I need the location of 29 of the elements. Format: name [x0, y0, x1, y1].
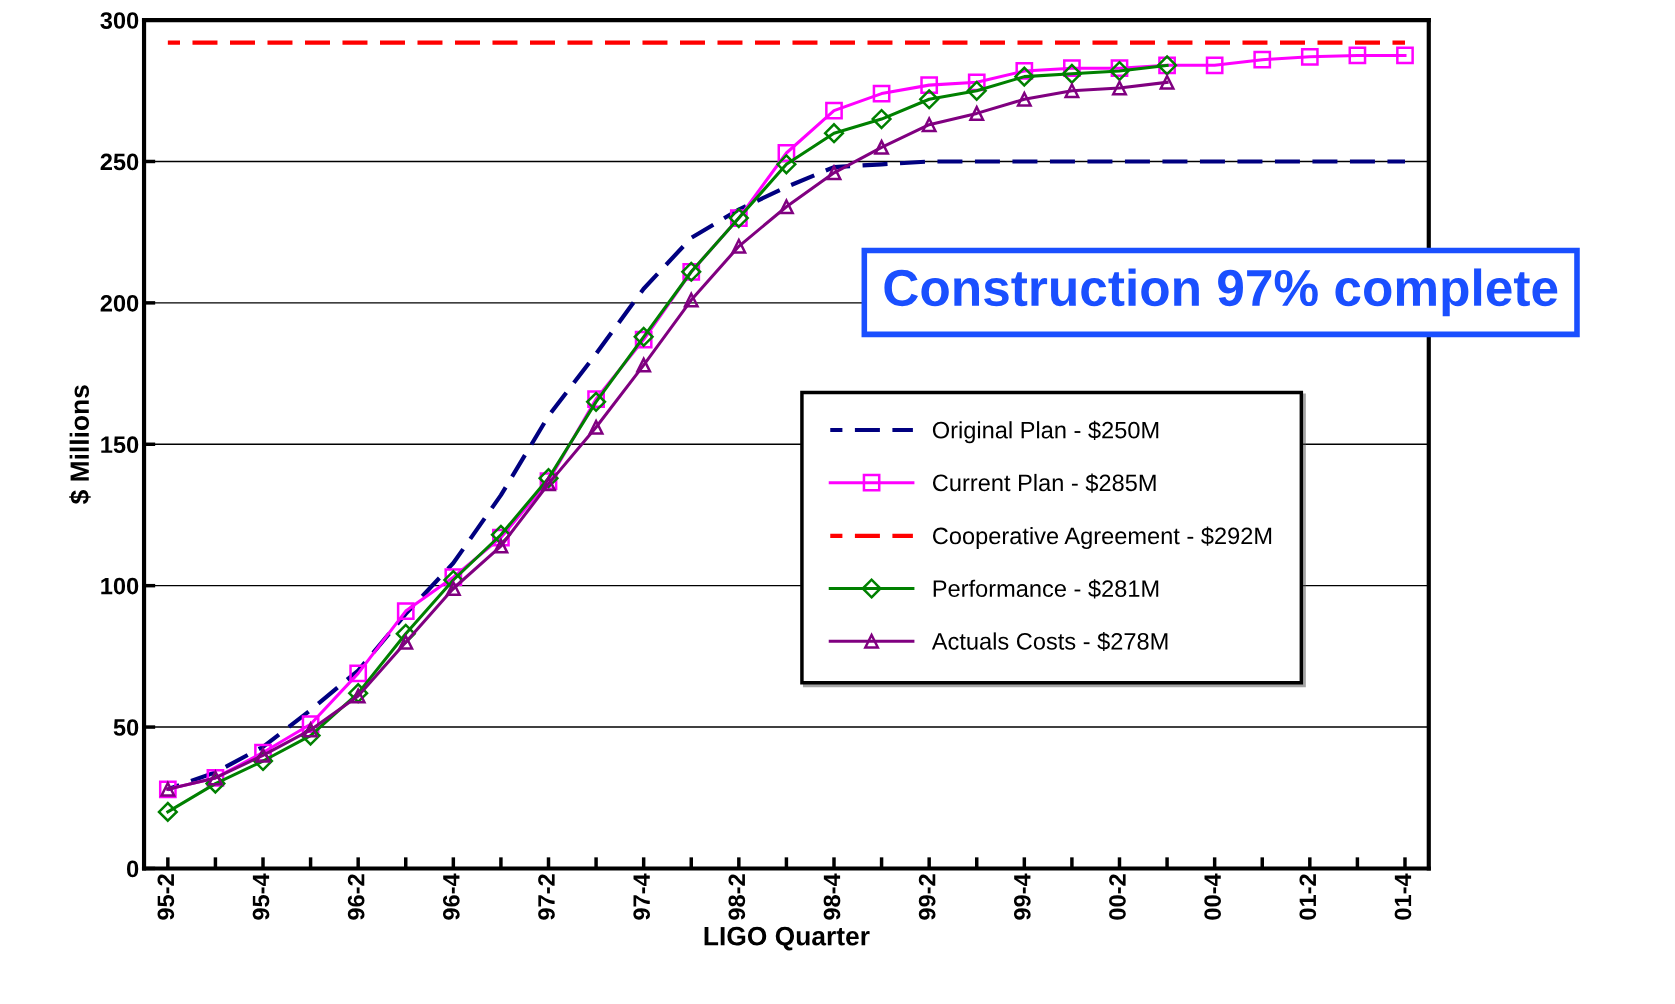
y-tick-label: 0: [126, 860, 139, 878]
x-tick-label: 98-4: [823, 873, 841, 920]
x-tick-label: 97-2: [538, 874, 555, 920]
y-tick-label: 300: [100, 12, 139, 29]
legend-label: Cooperative Agreement - $292M: [932, 526, 1272, 549]
y-tick-label: 100: [101, 577, 139, 595]
y-tick-label: 50: [113, 719, 139, 736]
x-tick-label: 01-4: [1394, 873, 1412, 920]
x-tick-label: 99-2: [918, 874, 936, 920]
x-tick-label: 98-2: [728, 874, 746, 920]
x-tick-label: 01-2: [1299, 874, 1317, 920]
y-axis-title: $ Millions: [69, 385, 91, 505]
x-tick-label: 95-2: [157, 874, 175, 920]
annotation: Construction 97% complete: [884, 268, 1558, 317]
legend-label: Performance - $281M: [933, 579, 1159, 599]
x-tick-label: 96-2: [347, 874, 365, 920]
x-tick-label: 99-4: [1013, 873, 1031, 920]
y-tick-label: 200: [100, 294, 139, 312]
x-tick-label: 00-4: [1204, 873, 1221, 920]
legend-label: Original Plan - $250M: [932, 420, 1159, 444]
x-tick-label: 97-4: [633, 873, 650, 920]
x-tick-label: 00-2: [1109, 874, 1126, 920]
x-axis-title: LIGO Quarter: [704, 926, 870, 951]
legend-label: Current Plan - $285M: [932, 473, 1156, 493]
x-tick-label: 95-4: [252, 873, 270, 920]
x-tick-label: 96-4: [442, 873, 460, 920]
y-tick-label: 250: [100, 153, 139, 171]
y-tick-label: 150: [101, 436, 139, 454]
legend-label: Actuals Costs - $278M: [931, 632, 1168, 652]
